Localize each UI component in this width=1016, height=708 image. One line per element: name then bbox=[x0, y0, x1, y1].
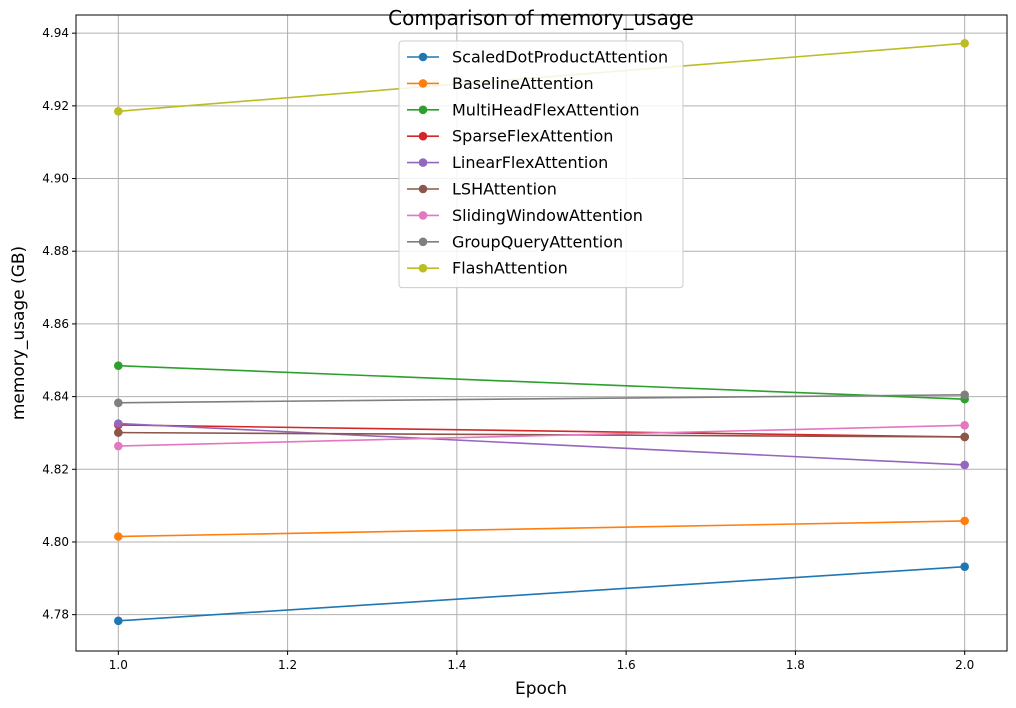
series-line bbox=[118, 422, 965, 466]
legend: ScaledDotProductAttention BaselineAttenti… bbox=[398, 40, 684, 289]
data-point bbox=[960, 460, 969, 470]
legend-marker bbox=[418, 105, 428, 115]
series-group bbox=[114, 419, 969, 470]
legend-label: LinearFlexAttention bbox=[452, 153, 608, 172]
legend-label: SlidingWindowAttention bbox=[452, 206, 643, 225]
x-tick-label: 2.0 bbox=[955, 658, 974, 672]
legend-label: LSHAttention bbox=[452, 180, 557, 199]
y-tick-label: 4.84 bbox=[42, 390, 69, 404]
legend-marker bbox=[418, 158, 428, 167]
data-point bbox=[960, 562, 969, 571]
data-point bbox=[114, 441, 123, 451]
series-group bbox=[114, 421, 969, 451]
series-line bbox=[118, 565, 965, 622]
data-point bbox=[114, 107, 123, 116]
legend-label: SparseFlexAttention bbox=[452, 127, 613, 146]
y-tick-label: 4.92 bbox=[42, 99, 69, 113]
series-group bbox=[114, 361, 969, 404]
legend-marker bbox=[418, 79, 428, 88]
series-line bbox=[118, 520, 965, 538]
legend-marker bbox=[418, 237, 428, 247]
legend-marker bbox=[418, 131, 428, 141]
series-group bbox=[114, 562, 969, 626]
series-lines bbox=[114, 39, 969, 626]
y-tick-label: 4.80 bbox=[42, 535, 69, 549]
legend-label: MultiHeadFlexAttention bbox=[452, 100, 639, 119]
y-tick-label: 4.94 bbox=[42, 26, 69, 40]
legend-box bbox=[398, 40, 684, 289]
chart-title: Comparison of memory_usage bbox=[388, 6, 694, 30]
legend-label: GroupQueryAttention bbox=[452, 232, 623, 251]
y-axis-ticks: 4.78 4.80 4.82 4.84 4.86 4.88 4.90 4.92 4.94 bbox=[42, 26, 76, 622]
x-tick-label: 1.8 bbox=[786, 658, 805, 672]
data-point bbox=[960, 432, 969, 442]
x-tick-label: 1.2 bbox=[278, 658, 297, 672]
legend-marker bbox=[418, 52, 428, 62]
series-line bbox=[118, 431, 965, 438]
data-point bbox=[960, 421, 969, 430]
data-point bbox=[114, 398, 123, 408]
series-line bbox=[118, 364, 965, 400]
y-tick-label: 4.90 bbox=[42, 172, 69, 186]
x-tick-label: 1.6 bbox=[617, 658, 636, 672]
data-point bbox=[114, 532, 123, 541]
data-point bbox=[114, 361, 123, 371]
data-point bbox=[960, 516, 969, 526]
y-tick-label: 4.88 bbox=[42, 244, 69, 258]
series-group bbox=[114, 390, 969, 408]
data-point bbox=[960, 390, 969, 400]
y-axis-label: memory_usage (GB) bbox=[9, 246, 29, 420]
x-tick-label: 1.4 bbox=[447, 658, 466, 672]
plot-frame bbox=[75, 14, 1008, 652]
data-point bbox=[114, 428, 123, 437]
series-line bbox=[118, 393, 965, 404]
x-axis-label: Epoch bbox=[515, 679, 567, 699]
legend-label: ScaledDotProductAttention bbox=[452, 48, 668, 67]
series-line bbox=[118, 424, 965, 447]
x-tick-label: 1.0 bbox=[109, 658, 128, 672]
y-tick-label: 4.86 bbox=[42, 317, 69, 331]
series-line bbox=[118, 424, 965, 438]
data-point bbox=[114, 616, 123, 626]
legend-marker bbox=[418, 211, 428, 220]
series-group bbox=[114, 420, 969, 442]
y-tick-label: 4.82 bbox=[42, 462, 69, 476]
legend-label: BaselineAttention bbox=[452, 74, 594, 93]
data-point bbox=[114, 419, 123, 428]
legend-marker bbox=[418, 184, 428, 194]
x-axis-ticks: 1.0 1.2 1.4 1.6 1.8 2.0 bbox=[109, 651, 974, 672]
series-group bbox=[114, 428, 969, 442]
legend-marker bbox=[418, 263, 428, 273]
data-point bbox=[960, 39, 969, 48]
y-tick-label: 4.78 bbox=[42, 608, 69, 622]
series-group bbox=[114, 516, 969, 541]
legend-label: FlashAttention bbox=[452, 259, 568, 278]
